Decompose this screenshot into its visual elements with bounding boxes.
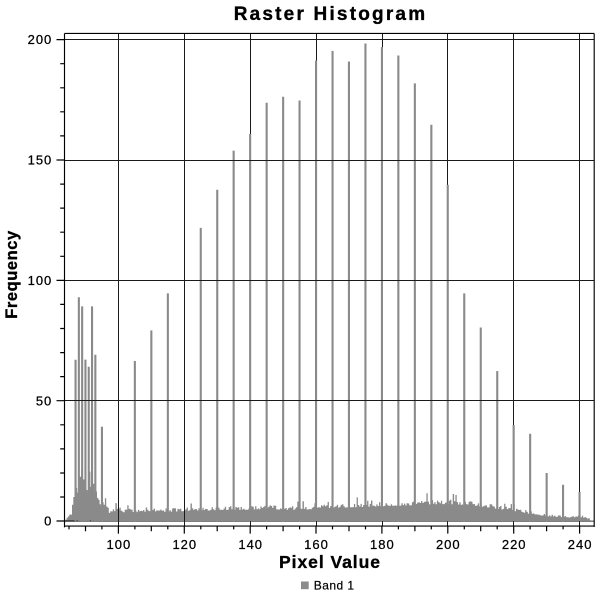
svg-text:100: 100 <box>107 537 132 552</box>
svg-text:160: 160 <box>304 537 329 552</box>
svg-text:200: 200 <box>436 537 461 552</box>
svg-text:100: 100 <box>28 273 53 288</box>
svg-text:50: 50 <box>36 393 52 408</box>
svg-text:Raster Histogram: Raster Histogram <box>234 4 428 25</box>
svg-text:240: 240 <box>568 537 593 552</box>
svg-text:200: 200 <box>28 32 53 47</box>
svg-text:220: 220 <box>502 537 527 552</box>
svg-text:Band 1: Band 1 <box>314 579 355 593</box>
svg-text:140: 140 <box>238 537 263 552</box>
svg-text:Pixel Value: Pixel Value <box>279 552 381 572</box>
svg-text:180: 180 <box>370 537 395 552</box>
svg-text:0: 0 <box>44 514 52 529</box>
svg-text:120: 120 <box>172 537 197 552</box>
svg-text:Frequency: Frequency <box>3 230 21 319</box>
svg-text:150: 150 <box>28 153 53 168</box>
